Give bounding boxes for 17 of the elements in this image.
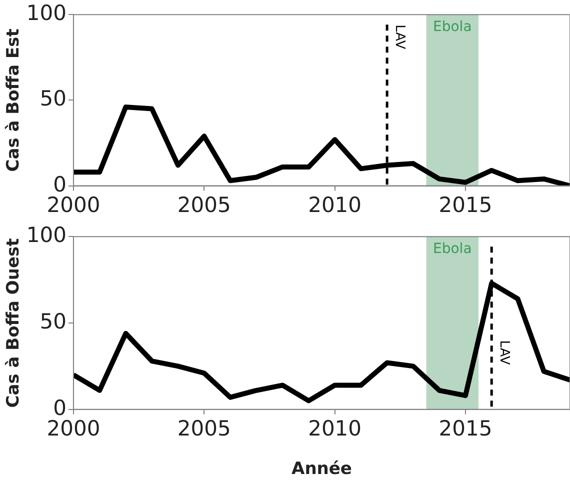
x-tick-label: 2010 bbox=[308, 416, 362, 440]
band-label: Ebola bbox=[433, 19, 472, 36]
y-axis-title: Cas à Boffa Ouest bbox=[4, 238, 24, 408]
ref-line-label: LAV bbox=[496, 340, 512, 365]
y-tick-label: 100 bbox=[26, 1, 66, 26]
x-tick-label: 2015 bbox=[438, 416, 492, 440]
ref-line-label: LAV bbox=[392, 24, 408, 50]
x-tick-label: 2015 bbox=[438, 192, 492, 217]
y-tick-label: 50 bbox=[40, 86, 66, 111]
x-tick-label: 2005 bbox=[177, 416, 231, 440]
y-axis-title: Cas à Boffa Est bbox=[4, 28, 24, 172]
x-tick-label: 2005 bbox=[177, 192, 231, 217]
x-axis-title: Année bbox=[292, 459, 352, 480]
y-tick-label: 100 bbox=[26, 223, 66, 248]
y-tick-label: 50 bbox=[40, 309, 66, 334]
band-label: Ebola bbox=[433, 241, 472, 258]
x-tick-label: 2010 bbox=[308, 192, 362, 217]
